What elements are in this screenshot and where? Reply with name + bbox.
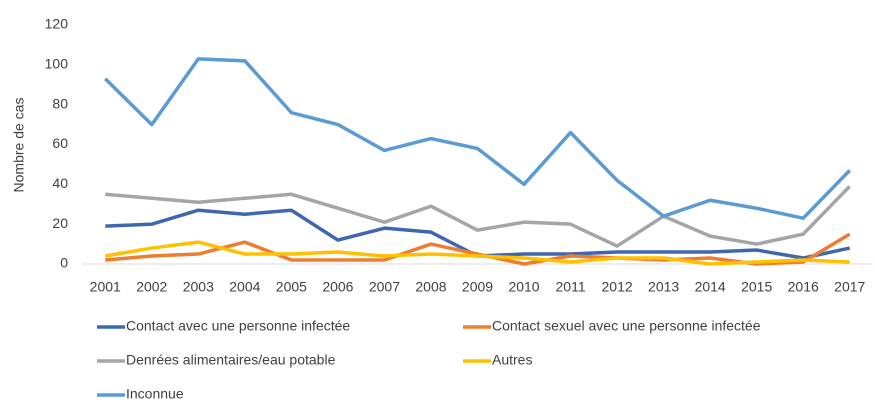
legend-label: Contact avec une personne infectée [126,318,350,334]
legend-label: Inconnue [126,386,184,402]
x-tick-label: 2008 [415,279,446,295]
x-tick-label: 2014 [695,279,726,295]
y-tick-label: 0 [60,255,68,271]
series-line [104,57,851,220]
y-tick-label: 80 [52,95,68,111]
x-tick-label: 2016 [788,279,819,295]
legend-label: Contact sexuel avec une personne infecté… [492,318,761,334]
x-tick-label: 2013 [648,279,679,295]
x-tick-label: 2007 [369,279,400,295]
y-axis-label: Nombre de cas [11,98,27,193]
legend-label: Denrées alimentaires/eau potable [126,352,336,368]
series-line [104,240,850,266]
x-tick-label: 2012 [602,279,633,295]
x-tick-label: 2001 [90,279,121,295]
y-tick-label: 100 [45,56,69,72]
x-tick-label: 2004 [229,279,260,295]
x-tick-label: 2010 [508,279,539,295]
x-tick-label: 2006 [322,279,353,295]
x-tick-label: 2009 [462,279,493,295]
y-tick-label: 120 [45,16,69,32]
x-tick-label: 2011 [556,279,586,295]
y-tick-label: 60 [52,135,68,151]
x-tick-label: 2017 [834,279,865,295]
x-tick-label: 2015 [741,279,772,295]
y-tick-label: 20 [52,215,68,231]
series-line [105,232,851,266]
legend-label: Autres [492,352,532,368]
y-tick-label: 40 [52,175,68,191]
x-tick-label: 2002 [136,279,167,295]
x-tick-label: 2003 [183,279,214,295]
series-line [105,185,851,248]
x-tick-label: 2005 [276,279,307,295]
